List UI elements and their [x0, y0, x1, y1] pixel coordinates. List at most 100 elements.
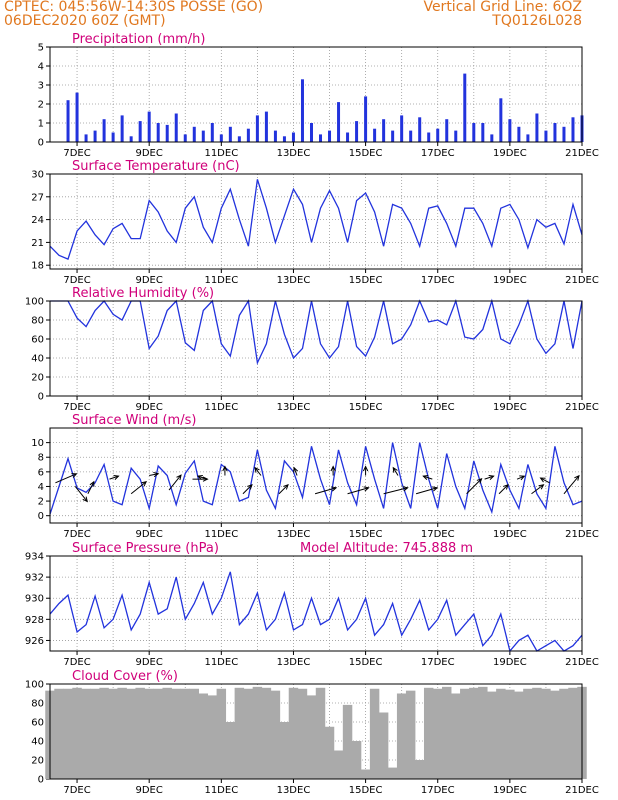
surface-wind-m-s-ytick-label: 4 [38, 482, 44, 493]
cloud-cover-cloud-bar [487, 691, 497, 779]
cloud-cover-cloud-bar [270, 690, 281, 779]
precipitation-mm-h-bar [436, 128, 440, 142]
surface-wind-m-s-ytick-label: 8 [38, 453, 44, 464]
precipitation-mm-h-bar [499, 98, 503, 142]
surface-temperature-nc-xtick-label: 7DEC [63, 275, 90, 286]
wind-arrow-head [538, 484, 545, 490]
cloud-cover-cloud-bar [81, 688, 91, 779]
precipitation-mm-h-bar [508, 119, 512, 142]
precipitation-mm-h-bar [337, 102, 341, 142]
precipitation-mm-h-ytick-label: 4 [38, 62, 44, 73]
wind-arrow-head [283, 483, 289, 490]
precipitation-mm-h-bar [373, 128, 377, 142]
cloud-cover-cloud-bar [378, 712, 389, 779]
surface-pressure-hpa-ytick-label: 930 [25, 594, 44, 605]
precipitation-mm-h-bar [273, 130, 277, 142]
cloud-cover-cloud-bar [423, 687, 434, 779]
surface-pressure-hpa-ytick-label: 934 [25, 552, 44, 563]
cloud-cover-cloud-bar [63, 688, 73, 779]
surface-pressure-hpa-xtick-label: 17DEC [421, 657, 455, 668]
wind-arrow [531, 484, 544, 495]
surface-wind-m-s-frame [49, 427, 583, 524]
cloud-cover-cloud-bar [360, 769, 371, 779]
wind-arrow [149, 473, 159, 476]
wind-arrow-head [519, 475, 526, 481]
cloud-cover-xtick-label: 9DEC [135, 785, 162, 796]
cloud-cover-frame [49, 683, 583, 780]
surface-wind-m-s-xtick-label: 17DEC [421, 529, 455, 540]
wind-arrow [74, 486, 88, 502]
relative-humidity-title: Relative Humidity (%) [72, 286, 214, 301]
wind-arrow-head [196, 475, 203, 480]
wind-arrow [87, 481, 95, 494]
relative-humidity-xtick-label: 21DEC [565, 402, 599, 413]
surface-wind-m-s-xtick-label: 13DEC [277, 529, 311, 540]
cloud-cover-cloud-bar [306, 695, 317, 779]
surface-temperature-nc-xtick-label: 15DEC [349, 275, 383, 286]
precipitation-mm-h-bar [418, 117, 422, 142]
wind-arrow-head [141, 481, 148, 487]
precipitation-mm-h-xtick-label: 21DEC [565, 148, 599, 159]
precipitation-mm-h-title: Precipitation (mm/h) [72, 32, 205, 47]
wind-arrow [498, 484, 509, 495]
wind-arrow-head [222, 465, 228, 472]
wind-arrow-head [488, 475, 495, 480]
precipitation-mm-h-xtick-label: 11DEC [204, 148, 238, 159]
relative-humidity-xtick-label: 17DEC [421, 402, 455, 413]
cloud-cover-cloud-bar [469, 687, 479, 779]
precipitation-mm-h-bar [120, 115, 124, 142]
wind-arrow-head [247, 483, 253, 490]
relative-humidity-ytick-label: 40 [31, 354, 44, 365]
wind-arrow [278, 484, 289, 495]
precipitation-mm-h-ytick-label: 0 [38, 138, 44, 149]
header-left: CPTEC: 045:56W-14:30S POSSE (GO) 06DEC20… [4, 0, 364, 28]
cloud-cover-xtick-label: 17DEC [421, 785, 455, 796]
precipitation-mm-h-bar [282, 136, 286, 142]
cloud-cover-cloud-bar [451, 693, 461, 779]
wind-arrow-head [113, 475, 120, 480]
surface-pressure-hpa-xtick-label: 19DEC [493, 657, 527, 668]
cloud-cover-cloud-bar [72, 687, 82, 779]
cloud-cover-xtick-label: 21DEC [565, 785, 599, 796]
wind-arrow [109, 475, 119, 480]
surface-wind-m-s-title: Surface Wind (m/s) [72, 413, 196, 428]
precipitation-mm-h-bar [66, 100, 70, 142]
cloud-cover-cloud-bar [189, 688, 200, 779]
relative-humidity-ytick-label: 0 [38, 392, 44, 403]
wind-arrow-head [422, 475, 429, 480]
precipitation-mm-h-bar [526, 134, 530, 142]
precipitation-mm-h-bar [93, 130, 97, 142]
cloud-cover-cloud-bar [297, 688, 308, 779]
precipitation-mm-h-bar [84, 134, 88, 142]
wind-arrow-head [539, 477, 546, 483]
cloud-cover-cloud-bar [54, 688, 64, 779]
wind-arrow [563, 475, 580, 495]
surface-temperature-nc-ytick-label: 30 [31, 170, 44, 181]
cloud-cover-cloud-bar [225, 722, 236, 779]
cloud-cover-cloud-bar [117, 687, 127, 779]
precipitation-mm-h-bar [364, 96, 368, 142]
surface-pressure-hpa-xtick-label: 9DEC [135, 657, 162, 668]
precipitation-mm-h-bar [228, 126, 232, 142]
cloud-cover-cloud-bar [135, 687, 145, 779]
precipitation-mm-h-bar [544, 130, 548, 142]
precipitation-mm-h-bar [210, 123, 214, 142]
precipitation-mm-h-bar [427, 132, 431, 142]
wind-arrow [130, 481, 147, 495]
cloud-cover-cloud-bar [478, 686, 488, 779]
precipitation-mm-h-frame [49, 46, 583, 143]
wind-arrow-head [153, 471, 160, 478]
relative-humidity-xtick-label: 13DEC [277, 402, 311, 413]
precipitation-mm-h-bar [75, 92, 79, 142]
cloud-cover-cloud-bar [180, 688, 190, 779]
precipitation-mm-h-bar [346, 132, 350, 142]
cloud-cover-cloud-bar [541, 688, 551, 779]
precipitation-mm-h-bar [174, 113, 178, 142]
relative-humidity-ytick-label: 100 [25, 297, 44, 308]
wind-arrow-head [71, 473, 78, 478]
precipitation-mm-h-bar [472, 123, 476, 142]
cloud-cover-ytick-label: 20 [31, 756, 44, 767]
cloud-cover-ytick-label: 40 [31, 737, 44, 748]
cloud-cover-cloud-bar [153, 688, 163, 779]
surface-temperature-nc-series-line [49, 179, 583, 260]
